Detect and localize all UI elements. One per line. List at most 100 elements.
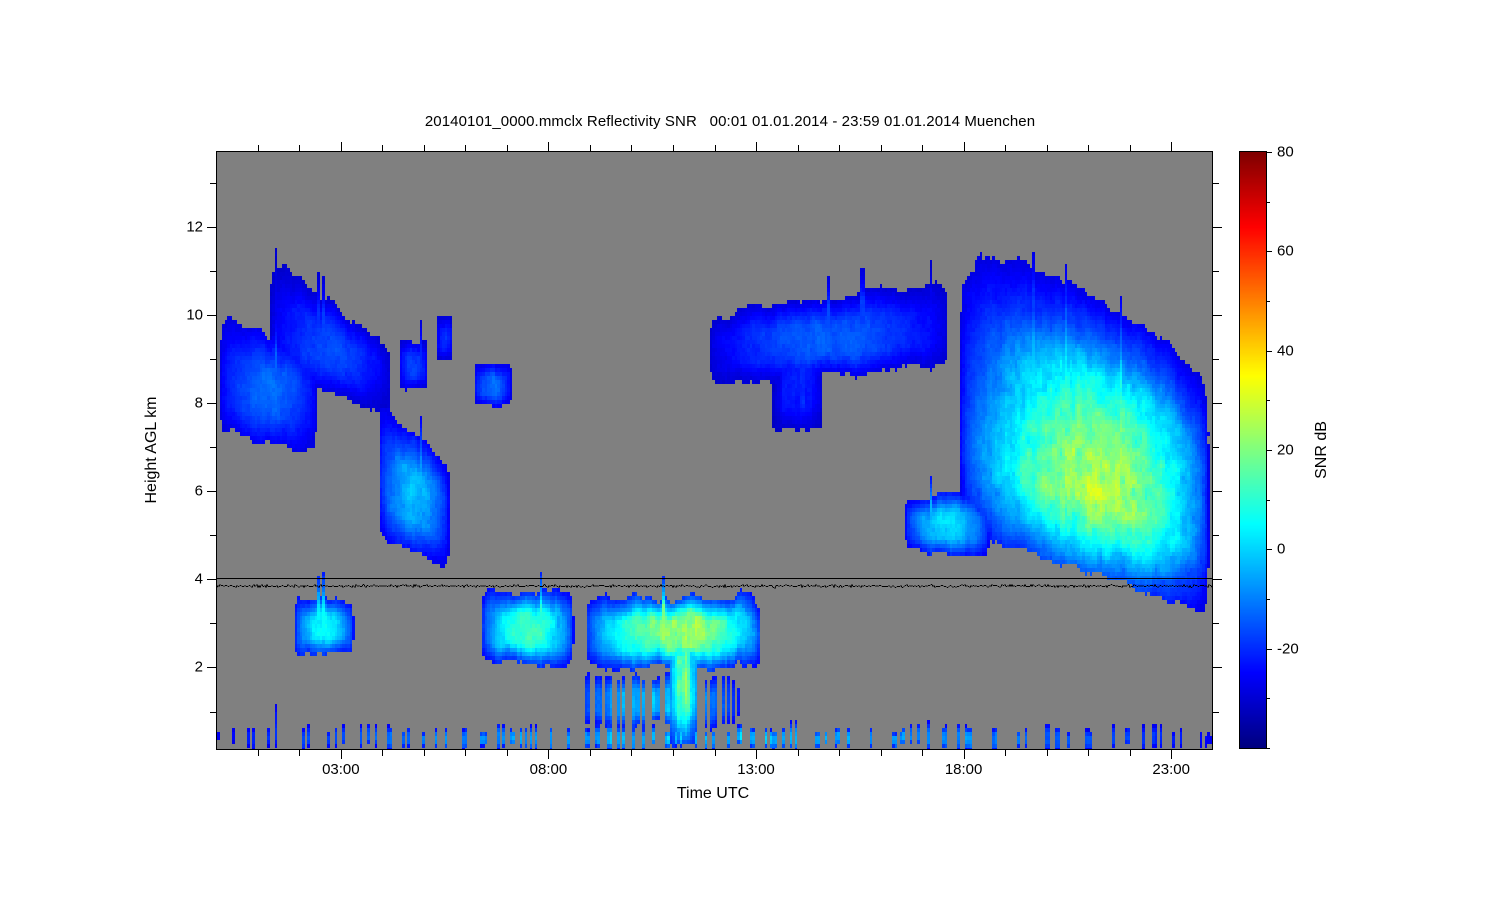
- colorbar-tick-70: [1266, 201, 1270, 203]
- y-tick-12: [207, 226, 217, 228]
- x-tick-1: [257, 749, 259, 756]
- colorbar-ticklabel-60: 60: [1277, 242, 1294, 260]
- x-tick-top-2: [299, 145, 301, 152]
- y-tick-right-1: [1212, 711, 1219, 713]
- y-ticklabel-4: 4: [194, 570, 203, 588]
- x-tick-2: [299, 749, 301, 756]
- x-tick-5: [423, 749, 425, 756]
- x-tick-top-12: [714, 145, 716, 152]
- x-tick-6: [465, 749, 467, 756]
- y-tick-right-2: [1212, 667, 1222, 669]
- colorbar-tick--20: [1266, 648, 1272, 650]
- colorbar-tick-10: [1266, 499, 1270, 501]
- y-tick-1: [210, 711, 217, 713]
- x-tick-top-20: [1046, 145, 1048, 152]
- x-ticklabel-2300: 23:00: [1152, 761, 1190, 778]
- x-tick-7: [506, 749, 508, 756]
- x-tick-9: [589, 749, 591, 756]
- x-ticklabel-0800: 08:00: [529, 761, 568, 778]
- y-tick-6: [207, 491, 217, 493]
- x-tick-12: [714, 749, 716, 756]
- x-tick-top-3: [340, 142, 342, 152]
- colorbar-ticklabel-0: 0: [1277, 540, 1286, 558]
- y-tick-2: [207, 667, 217, 669]
- y-tick-right-13: [1212, 182, 1219, 184]
- reflectivity-heatmap: [217, 152, 1212, 749]
- x-tick-21: [1088, 749, 1090, 756]
- colorbar-tick--30: [1266, 698, 1270, 700]
- y-tick-right-4: [1212, 579, 1222, 581]
- x-tick-top-6: [465, 145, 467, 152]
- x-tick-top-18: [963, 142, 965, 152]
- x-tick-14: [797, 749, 799, 756]
- colorbar-tick-0: [1266, 549, 1272, 551]
- x-tick-8: [548, 749, 550, 759]
- y-tick-right-5: [1212, 535, 1219, 537]
- y-tick-right-9: [1212, 359, 1219, 361]
- x-tick-23: [1171, 749, 1173, 759]
- colorbar-tick-50: [1266, 301, 1270, 302]
- x-tick-20: [1046, 749, 1048, 756]
- x-tick-22: [1129, 749, 1131, 756]
- y-tick-7: [210, 447, 217, 449]
- y-tick-8: [207, 403, 217, 405]
- colorbar: -20 0 20 40 60 80: [1239, 144, 1299, 749]
- x-tick-top-13: [756, 142, 758, 152]
- colorbar-tick-40: [1266, 350, 1272, 352]
- colorbar-tick--10: [1266, 599, 1270, 600]
- x-ticklabel-1800: 18:00: [944, 761, 983, 778]
- plot-title: 20140101_0000.mmclx Reflectivity SNR 00:…: [424, 113, 1036, 130]
- x-tick-top-1: [257, 145, 259, 152]
- x-tick-top-15: [839, 145, 841, 152]
- colorbar-tick-30: [1266, 400, 1270, 402]
- plot-axes: 2 4 6 8 10 12 03:00 08:00 13:00 18:00 23:00: [186, 142, 1222, 778]
- y-ticklabel-8: 8: [194, 394, 203, 412]
- x-tick-15: [839, 749, 841, 756]
- colorbar-gradient: [1240, 152, 1266, 748]
- x-tick-19: [1005, 749, 1007, 756]
- x-tick-top-22: [1129, 145, 1131, 152]
- x-tick-18: [963, 749, 965, 759]
- x-tick-top-10: [631, 145, 633, 152]
- y-tick-11: [210, 270, 217, 272]
- x-tick-17: [922, 749, 924, 756]
- x-tick-top-8: [548, 142, 550, 152]
- x-tick-16: [880, 749, 882, 756]
- x-tick-4: [382, 749, 384, 756]
- y-tick-right-11: [1212, 270, 1219, 272]
- colorbar-ticklabel-40: 40: [1277, 342, 1294, 360]
- x-ticklabel-0300: 03:00: [322, 761, 360, 778]
- x-tick-top-4: [382, 145, 384, 152]
- y-tick-5: [210, 535, 217, 537]
- y-tick-right-6: [1212, 491, 1222, 493]
- colorbar-label: SNR dB: [1313, 421, 1330, 479]
- y-tick-3: [210, 623, 217, 625]
- x-tick-top-16: [880, 145, 882, 152]
- y-ticklabel-12: 12: [186, 218, 203, 236]
- y-tick-right-7: [1212, 447, 1219, 449]
- colorbar-ticklabel--20: -20: [1277, 640, 1299, 658]
- y-tick-10: [207, 315, 217, 317]
- colorbar-ticklabel-80: 80: [1277, 143, 1294, 161]
- y-tick-right-3: [1212, 623, 1219, 625]
- x-tick-top-5: [423, 145, 425, 152]
- y-ticklabel-2: 2: [194, 658, 203, 676]
- x-tick-10: [631, 749, 633, 756]
- colorbar-tick-80: [1266, 152, 1272, 153]
- colorbar-tick-60: [1266, 251, 1272, 253]
- x-tick-top-17: [922, 145, 924, 152]
- x-tick-top-7: [506, 145, 508, 152]
- x-ticklabel-1300: 13:00: [737, 761, 775, 778]
- colorbar-ticklabel-20: 20: [1277, 441, 1294, 459]
- x-tick-13: [756, 749, 758, 759]
- y-ticklabel-6: 6: [194, 482, 203, 500]
- y-ticklabel-10: 10: [186, 306, 203, 324]
- y-tick-right-10: [1212, 315, 1222, 317]
- y-tick-13: [210, 182, 217, 184]
- x-tick-top-14: [797, 145, 799, 152]
- y-tick-4: [207, 579, 217, 581]
- x-axis-label: Time UTC: [676, 785, 750, 802]
- x-tick-top-11: [672, 145, 674, 152]
- x-tick-top-9: [589, 145, 591, 152]
- x-tick-3: [340, 749, 342, 759]
